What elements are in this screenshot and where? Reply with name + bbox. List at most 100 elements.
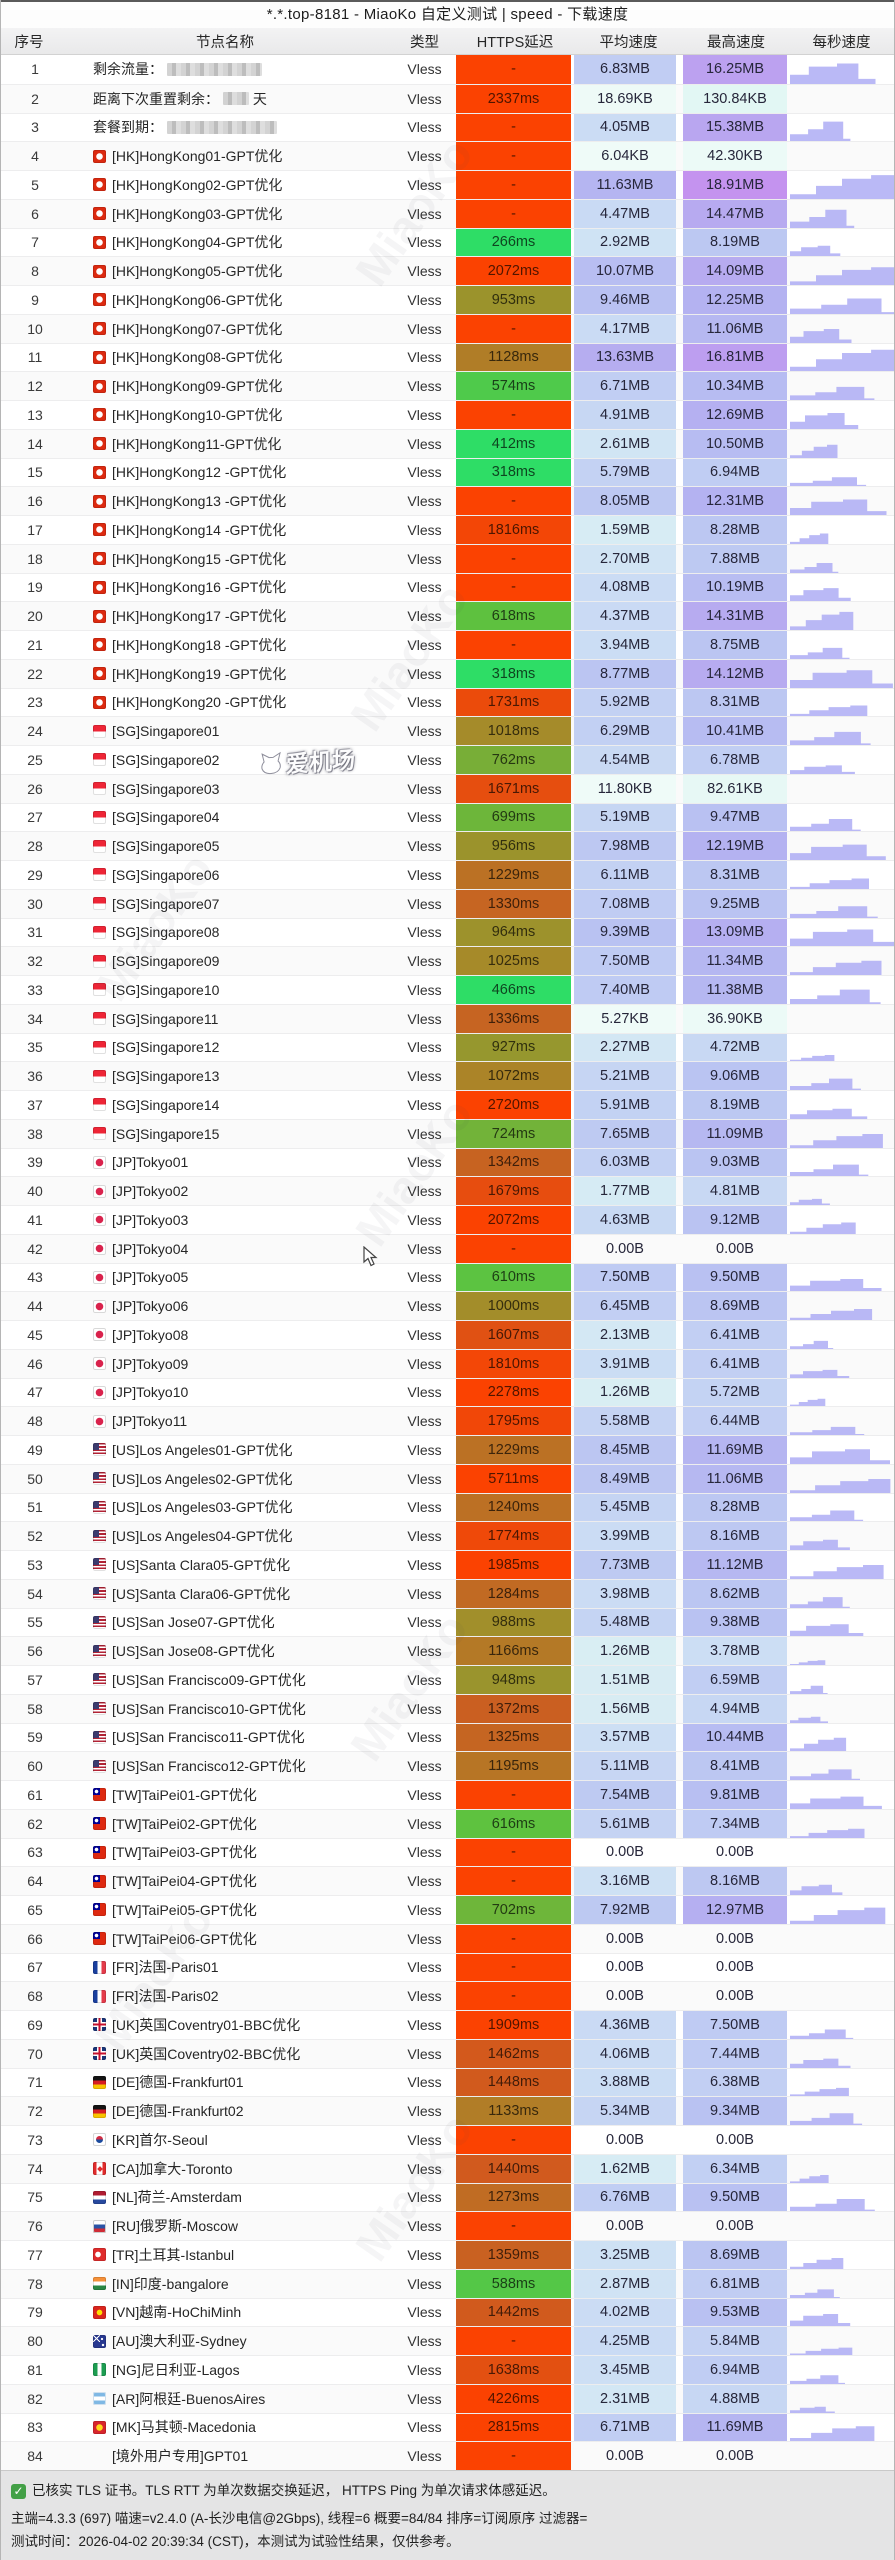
row-index: 19 [27, 579, 43, 596]
speed-sparkline [789, 1005, 894, 1033]
max-speed-cell: 6.38MB [683, 2068, 787, 2097]
avg-speed-cell: 4.91MB [574, 401, 676, 429]
table-row: 54 [US]Santa Clara06-GPT优化 Vless 1284ms … [1, 1578, 894, 1608]
speed-sparkline [789, 286, 894, 314]
flag-jp-icon [93, 1213, 106, 1227]
table-row: 68 [FR]法国-Paris02 Vless - 0.00B 0.00B [1, 1981, 894, 2010]
row-index: 2 [31, 90, 39, 107]
node-type: Vless [407, 90, 442, 107]
node-name: [HK]HongKong14 -GPT优化 [57, 516, 393, 544]
node-type: Vless [407, 1269, 442, 1286]
speed-sparkline [789, 1637, 894, 1665]
node-type: Vless [407, 1758, 442, 1775]
max-speed-cell: 7.34MB [683, 1809, 787, 1838]
row-index: 9 [31, 291, 39, 308]
avg-speed-cell: 1.26MB [574, 1378, 676, 1407]
row-index: 53 [27, 1556, 43, 1573]
table-row: 5 [HK]HongKong02-GPT优化 Vless - 11.63MB 1… [1, 170, 894, 199]
node-name: [FR]法国-Paris02 [57, 1982, 393, 2010]
max-speed-cell: 6.41MB [683, 1349, 787, 1378]
node-type: Vless [407, 1556, 442, 1573]
avg-speed-cell: 13.63MB [574, 343, 676, 372]
node-type: Vless [407, 1010, 442, 1027]
node-type: Vless [407, 2304, 442, 2321]
avg-speed-cell: 6.45MB [574, 1292, 676, 1320]
avg-speed-cell: 7.40MB [574, 976, 676, 1004]
speed-sparkline [789, 545, 894, 573]
flag-fr-icon [93, 1989, 106, 2003]
latency-cell: 964ms [456, 918, 571, 947]
flag-de-icon [93, 2075, 106, 2089]
table-row: 51 [US]Los Angeles03-GPT优化 Vless 1240ms … [1, 1492, 894, 1522]
node-name: [KR]首尔-Seoul [57, 2126, 393, 2154]
footer-test-time: 测试时间：2026-04-02 20:39:34 (CST)，本测试为试验性结果… [11, 2534, 460, 2549]
node-type: Vless [407, 924, 442, 941]
row-index: 52 [27, 1528, 43, 1545]
node-name: [HK]HongKong06-GPT优化 [57, 286, 393, 314]
max-speed-cell: 6.34MB [683, 2154, 787, 2183]
avg-speed-cell: 4.08MB [574, 573, 676, 602]
flag-hk-icon [93, 178, 106, 192]
latency-cell: 610ms [456, 1263, 571, 1292]
row-index: 57 [27, 1671, 43, 1688]
max-speed-cell: 12.19MB [683, 832, 787, 860]
max-speed-cell: 9.03MB [683, 1148, 787, 1177]
node-name: [JP]Tokyo04 [57, 1235, 393, 1263]
node-type: Vless [407, 751, 442, 768]
avg-speed-cell: 2.31MB [574, 2384, 676, 2413]
row-index: 58 [27, 1700, 43, 1717]
node-name: [TW]TaiPei03-GPT优化 [57, 1839, 393, 1867]
table-row: 41 [JP]Tokyo03 Vless 2072ms 4.63MB 9.12M… [1, 1205, 894, 1234]
node-name: [AR]阿根廷-BuenosAires [57, 2385, 393, 2413]
row-index: 76 [27, 2218, 43, 2235]
node-name: [HK]HongKong02-GPT优化 [57, 171, 393, 199]
avg-speed-cell: 5.45MB [574, 1493, 676, 1522]
row-index: 33 [27, 981, 43, 998]
latency-cell: 2072ms [456, 257, 571, 285]
row-index: 60 [27, 1758, 43, 1775]
max-speed-cell: 8.19MB [683, 228, 787, 257]
table-row: 3 套餐到期： Vless - 4.05MB 15.38MB [1, 112, 894, 142]
node-name: [US]San Francisco12-GPT优化 [57, 1752, 393, 1780]
max-speed-cell: 9.12MB [683, 1206, 787, 1234]
node-name: [VN]越南-HoChiMinh [57, 2299, 393, 2327]
node-name: [JP]Tokyo03 [57, 1206, 393, 1234]
avg-speed-cell: 4.63MB [574, 1206, 676, 1234]
row-index: 21 [27, 636, 43, 653]
node-type: Vless [407, 1729, 442, 1746]
latency-cell: 1462ms [456, 2039, 571, 2068]
avg-speed-cell: 7.50MB [574, 1263, 676, 1292]
speed-sparkline [789, 1752, 894, 1780]
node-name: [SG]Singapore11 [57, 1005, 393, 1033]
table-row: 48 [JP]Tokyo11 Vless 1795ms 5.58MB 6.44M… [1, 1406, 894, 1435]
flag-hk-icon [93, 638, 106, 652]
node-name: [HK]HongKong19 -GPT优化 [57, 660, 393, 688]
table-row: 69 [UK]英国Coventry01-BBC优化 Vless 1909ms 4… [1, 2010, 894, 2039]
latency-cell: 1731ms [456, 688, 571, 717]
table-row: 36 [SG]Singapore13 Vless 1072ms 5.21MB 9… [1, 1061, 894, 1090]
latency-cell: 4226ms [456, 2384, 571, 2413]
node-name: [UK]英国Coventry02-BBC优化 [57, 2040, 393, 2068]
node-name: [NG]尼日利亚-Lagos [57, 2356, 393, 2384]
latency-cell: 1810ms [456, 1349, 571, 1378]
flag-hk-icon [93, 322, 106, 336]
footer-tls-note: 已核实 TLS 证书。TLS RTT 为单次数据交换延迟， HTTPS Ping… [11, 2478, 884, 2504]
node-name: [US]San Jose08-GPT优化 [57, 1637, 393, 1665]
node-name: 距离下次重置剩余： 天 [93, 90, 267, 107]
max-speed-cell: 8.75MB [683, 631, 787, 659]
flag-jp-icon [93, 1242, 106, 1256]
speed-sparkline [789, 229, 894, 257]
speed-sparkline [789, 2126, 894, 2154]
row-index: 31 [27, 924, 43, 941]
max-speed-cell: 14.47MB [683, 199, 787, 228]
row-index: 43 [27, 1269, 43, 1286]
row-index: 44 [27, 1298, 43, 1315]
max-speed-cell: 6.59MB [683, 1666, 787, 1694]
table-row: 64 [TW]TaiPei04-GPT优化 Vless - 3.16MB 8.1… [1, 1866, 894, 1895]
table-row: 6 [HK]HongKong03-GPT优化 Vless - 4.47MB 14… [1, 198, 894, 228]
latency-cell: - [456, 2442, 571, 2470]
speed-sparkline [789, 487, 894, 515]
max-speed-cell: 8.69MB [683, 1292, 787, 1320]
speed-sparkline [789, 2241, 894, 2269]
